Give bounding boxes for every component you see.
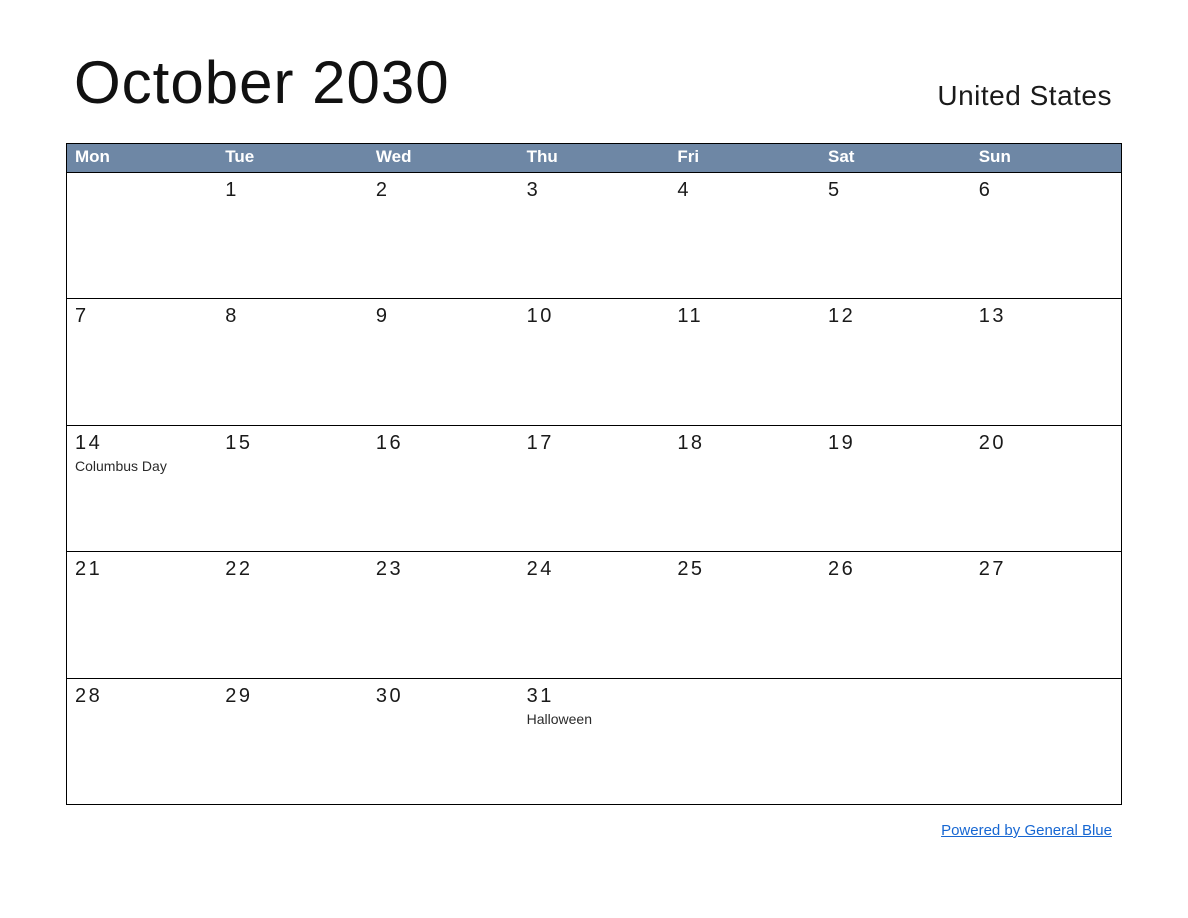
calendar-day-cell: 21 (67, 552, 218, 678)
day-number: 2 (375, 179, 390, 201)
calendar-day-cell: 20 (971, 425, 1122, 551)
day-number: 20 (978, 431, 1006, 454)
holiday-label: Columbus Day (75, 457, 167, 474)
day-number: 7 (75, 305, 89, 328)
calendar-week-row: 7 8 9 10 11 12 13 (66, 298, 1122, 425)
calendar-day-cell (669, 678, 820, 804)
day-number: 23 (375, 558, 404, 581)
calendar-day-cell: 13 (971, 299, 1122, 425)
day-number: 31 (526, 684, 554, 707)
day-number: 10 (526, 305, 554, 328)
calendar-day-cell: 24 (519, 552, 670, 678)
region-label: United States (937, 80, 1112, 111)
day-number: 24 (526, 558, 554, 581)
calendar-day-cell (67, 173, 218, 299)
day-number: 19 (828, 431, 856, 454)
weekday-header-sun: Sun (978, 147, 1011, 166)
calendar-day-cell: 31 Halloween (519, 678, 670, 804)
calendar-day-cell: 2 (368, 173, 519, 299)
weekday-header-fri: Fri (677, 147, 700, 166)
day-number: 16 (375, 431, 404, 454)
calendar-week-row: 14 Columbus Day 15 16 17 18 19 20 (66, 425, 1122, 551)
calendar-day-cell: 8 (217, 299, 368, 425)
calendar-day-cell: 12 (820, 299, 971, 425)
day-number: 18 (677, 431, 705, 454)
footer: Powered by General Blue (941, 822, 1112, 839)
calendar-day-cell: 22 (217, 552, 368, 678)
calendar-table: Mon Tue Wed Thu Fri Sat Sun 1 2 3 4 5 6 7 8 9 10 1… (66, 143, 1122, 805)
calendar-day-cell: 7 (67, 299, 218, 425)
calendar-day-cell (971, 678, 1122, 804)
calendar-day-cell: 19 (820, 425, 971, 551)
day-number: 29 (225, 684, 253, 707)
day-number: 11 (677, 305, 704, 328)
day-number: 28 (75, 684, 103, 707)
calendar-day-cell: 11 (669, 299, 820, 425)
calendar-day-cell: 27 (971, 552, 1122, 678)
page-title: October 2030 (74, 49, 450, 116)
day-number: 4 (677, 179, 691, 201)
calendar-day-cell: 18 (669, 425, 820, 551)
calendar-day-cell: 3 (519, 173, 670, 299)
powered-by-link[interactable]: Powered by General Blue (941, 822, 1112, 839)
day-number: 21 (75, 558, 103, 581)
weekday-header-mon: Mon (75, 147, 110, 166)
calendar-day-cell: 23 (368, 552, 519, 678)
calendar-day-cell: 5 (820, 173, 971, 299)
day-number: 12 (828, 305, 856, 328)
day-number: 8 (225, 305, 239, 328)
day-number: 25 (677, 558, 705, 581)
calendar-day-cell: 4 (669, 173, 820, 299)
weekday-header-row: Mon Tue Wed Thu Fri Sat Sun (66, 143, 1122, 173)
calendar-day-cell: 29 (217, 678, 368, 804)
calendar-week-row: 1 2 3 4 5 6 (66, 172, 1122, 299)
calendar-week-row: 21 22 23 24 25 26 27 (66, 551, 1122, 678)
weekday-header-sat: Sat (828, 147, 855, 166)
day-number: 30 (375, 684, 404, 707)
weekday-header-wed: Wed (375, 147, 412, 166)
day-number: 3 (526, 179, 541, 201)
day-number: 13 (978, 305, 1006, 328)
day-number: 14 (75, 431, 103, 454)
calendar-day-cell: 1 (217, 173, 368, 299)
weekday-header-thu: Thu (526, 147, 558, 166)
calendar-day-cell: 15 (217, 425, 368, 551)
calendar-day-cell: 6 (971, 173, 1122, 299)
calendar-day-cell: 14 Columbus Day (67, 425, 218, 551)
holiday-label: Halloween (526, 710, 592, 727)
day-number: 26 (828, 558, 856, 581)
calendar-week-row: 28 29 30 31 Halloween (66, 678, 1122, 804)
calendar-day-cell: 17 (519, 425, 670, 551)
day-number: 9 (375, 305, 390, 328)
calendar-day-cell: 28 (67, 678, 218, 804)
day-number: 1 (225, 179, 239, 201)
weekday-header-tue: Tue (225, 147, 255, 166)
day-number: 6 (978, 179, 993, 201)
calendar-day-cell: 9 (368, 299, 519, 425)
day-number: 15 (225, 431, 253, 454)
calendar-day-cell: 10 (519, 299, 670, 425)
day-number: 22 (225, 558, 253, 581)
day-number: 5 (828, 179, 842, 201)
calendar-day-cell: 25 (669, 552, 820, 678)
calendar-day-cell (820, 678, 971, 804)
calendar-day-cell: 30 (368, 678, 519, 804)
calendar-day-cell: 26 (820, 552, 971, 678)
day-number: 27 (978, 558, 1006, 581)
calendar-day-cell: 16 (368, 425, 519, 551)
day-number: 17 (526, 431, 554, 454)
